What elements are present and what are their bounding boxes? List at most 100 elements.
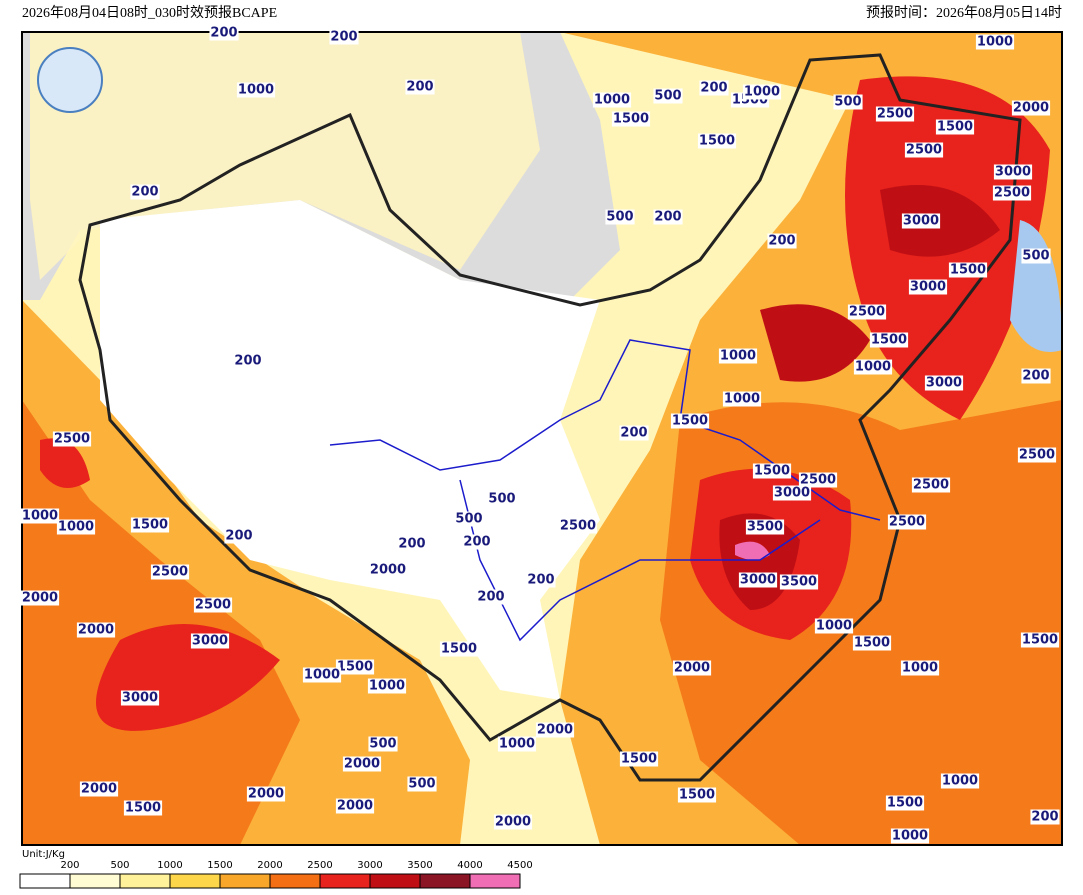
label-bg bbox=[885, 795, 925, 811]
label-bg bbox=[558, 518, 598, 534]
contour-label: 2500 bbox=[152, 565, 188, 580]
contour-label: 2500 bbox=[1019, 448, 1055, 463]
contour-label: 1500 bbox=[621, 752, 657, 767]
contour-label: 2000 bbox=[1013, 101, 1049, 116]
contour-label: 1500 bbox=[1022, 633, 1058, 648]
contour-label: 1000 bbox=[238, 83, 274, 98]
contour-label: 200 bbox=[527, 573, 554, 588]
contour-label: 200 bbox=[330, 30, 357, 45]
label-bg bbox=[233, 353, 263, 369]
colorbar-label: 3500 bbox=[407, 860, 432, 871]
label-bg bbox=[908, 279, 948, 295]
header-left: 2026年08月04日08时_030时效预报BCAPE bbox=[22, 5, 277, 21]
contour-label: 1000 bbox=[499, 737, 535, 752]
label-bg bbox=[653, 88, 683, 104]
label-bg bbox=[619, 425, 649, 441]
contour-label: 1500 bbox=[672, 414, 708, 429]
label-bg bbox=[246, 786, 286, 802]
contour-label: 1500 bbox=[132, 518, 168, 533]
colorbar-label: 3000 bbox=[357, 860, 382, 871]
contour-label: 3500 bbox=[781, 575, 817, 590]
label-bg bbox=[887, 514, 927, 530]
label-bg bbox=[993, 164, 1033, 180]
label-bg bbox=[209, 25, 239, 41]
colorbar-label: 4000 bbox=[457, 860, 482, 871]
label-bg bbox=[407, 776, 437, 792]
colorbar-label: 1500 bbox=[207, 860, 232, 871]
label-bg bbox=[329, 29, 359, 45]
contour-label: 500 bbox=[408, 777, 435, 792]
label-bg bbox=[677, 787, 717, 803]
label-bg bbox=[904, 142, 944, 158]
contour-label: 1500 bbox=[754, 464, 790, 479]
label-bg bbox=[20, 508, 60, 524]
colorbar-box bbox=[219, 873, 271, 889]
colorbar: 200 500 1000 1500 2000 2500 3000 3500 4000 4500 bbox=[19, 860, 533, 889]
label-bg bbox=[1021, 248, 1051, 264]
contour-label: 2500 bbox=[889, 515, 925, 530]
contour-label: 2000 bbox=[495, 815, 531, 830]
label-bg bbox=[1020, 632, 1060, 648]
colorbar-label: 1000 bbox=[157, 860, 182, 871]
label-bg bbox=[890, 828, 930, 844]
contour-label: 2000 bbox=[674, 661, 710, 676]
contour-label: 2500 bbox=[994, 186, 1030, 201]
label-bg bbox=[1017, 447, 1057, 463]
label-bg bbox=[718, 348, 758, 364]
colorbar-box bbox=[169, 873, 221, 889]
label-bg bbox=[1011, 100, 1051, 116]
label-bg bbox=[672, 660, 712, 676]
contour-label: 500 bbox=[1022, 249, 1049, 264]
contour-label: 2500 bbox=[913, 478, 949, 493]
label-bg bbox=[653, 209, 683, 225]
label-bg bbox=[767, 233, 797, 249]
contour-label: 1500 bbox=[613, 112, 649, 127]
colorbar-box bbox=[469, 873, 521, 889]
label-bg bbox=[405, 79, 435, 95]
contour-label: 200 bbox=[700, 81, 727, 96]
contour-label: 200 bbox=[406, 80, 433, 95]
contour-label: 200 bbox=[234, 354, 261, 369]
contour-label: 1000 bbox=[977, 35, 1013, 50]
label-bg bbox=[911, 477, 951, 493]
label-bg bbox=[130, 184, 160, 200]
contour-label: 1000 bbox=[58, 520, 94, 535]
contour-label: 200 bbox=[477, 590, 504, 605]
contour-label: 1000 bbox=[720, 349, 756, 364]
legend-unit: Unit:J/Kg bbox=[22, 849, 65, 860]
contour-label: 200 bbox=[768, 234, 795, 249]
label-bg bbox=[697, 133, 737, 149]
contour-label: 1000 bbox=[304, 668, 340, 683]
contour-label: 1000 bbox=[594, 93, 630, 108]
contour-label: 2500 bbox=[560, 519, 596, 534]
colorbar-box bbox=[319, 873, 371, 889]
contour-label: 1000 bbox=[942, 774, 978, 789]
contour-label: 200 bbox=[654, 210, 681, 225]
label-bg bbox=[814, 618, 854, 634]
contour-label: 1000 bbox=[22, 509, 58, 524]
colorbar-box bbox=[19, 873, 71, 889]
label-bg bbox=[150, 564, 190, 580]
label-bg bbox=[497, 736, 537, 752]
contour-label: 500 bbox=[834, 95, 861, 110]
contour-label: 1000 bbox=[816, 619, 852, 634]
label-bg bbox=[975, 34, 1015, 50]
contour-label: 2000 bbox=[81, 782, 117, 797]
contour-label: 1500 bbox=[125, 801, 161, 816]
label-bg bbox=[367, 678, 407, 694]
contour-label: 3000 bbox=[192, 634, 228, 649]
contour-label: 200 bbox=[463, 535, 490, 550]
contour-label: 1500 bbox=[337, 660, 373, 675]
contour-label: 3000 bbox=[122, 691, 158, 706]
label-bg bbox=[224, 528, 254, 544]
contour-label: 2000 bbox=[248, 787, 284, 802]
label-bg bbox=[605, 209, 635, 225]
contour-label: 1500 bbox=[950, 263, 986, 278]
label-bg bbox=[670, 413, 710, 429]
contour-label: 500 bbox=[455, 512, 482, 527]
contour-label: 500 bbox=[654, 89, 681, 104]
colorbar-box bbox=[369, 873, 421, 889]
colorbar-label: 200 bbox=[60, 860, 79, 871]
label-bg bbox=[779, 574, 819, 590]
contour-label: 2000 bbox=[337, 799, 373, 814]
